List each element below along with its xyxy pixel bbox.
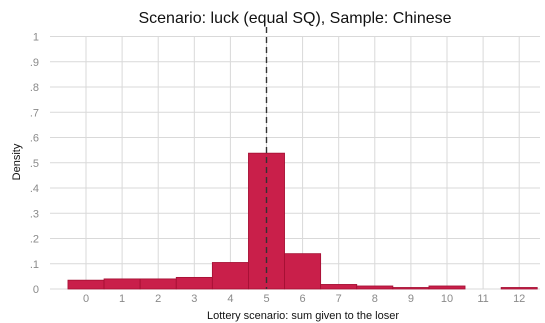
histogram-bar bbox=[392, 287, 430, 290]
histogram-bar bbox=[103, 278, 141, 290]
x-tick-label: 3 bbox=[191, 293, 197, 305]
x-tick-label: 1 bbox=[119, 293, 125, 305]
y-tick-label: .5 bbox=[30, 158, 39, 170]
histogram-bar bbox=[175, 276, 213, 290]
x-tick-label: 9 bbox=[408, 293, 414, 305]
x-tick-labels: 0 1 2 3 4 5 6 7 8 9 10 11 12 bbox=[83, 293, 525, 305]
histogram-bar bbox=[284, 253, 322, 290]
y-tick-label: .4 bbox=[30, 183, 39, 195]
y-tick-labels: 0 .1 .2 .3 .4 .5 .6 .7 .8 .9 1 bbox=[30, 32, 39, 297]
y-tick-label: .2 bbox=[30, 234, 39, 246]
y-axis-label: Density bbox=[11, 143, 23, 180]
x-tick-label: 7 bbox=[336, 293, 342, 305]
histogram-bar bbox=[320, 284, 358, 290]
y-tick-label: .8 bbox=[30, 82, 39, 94]
x-tick-label: 0 bbox=[83, 293, 89, 305]
chart-title: Scenario: luck (equal SQ), Sample: Chine… bbox=[138, 10, 451, 27]
x-tick-label: 2 bbox=[155, 293, 161, 305]
y-tick-label: .9 bbox=[30, 57, 39, 69]
y-tick-label: .6 bbox=[30, 133, 39, 145]
histogram-bar bbox=[500, 287, 538, 290]
y-tick-label: .7 bbox=[30, 107, 39, 119]
y-tick-label: .3 bbox=[30, 208, 39, 220]
x-tick-label: 12 bbox=[513, 293, 525, 305]
grid-layer bbox=[50, 36, 540, 290]
x-tick-label: 8 bbox=[372, 293, 378, 305]
x-tick-label: 5 bbox=[263, 293, 269, 305]
histogram-bar bbox=[139, 278, 177, 290]
x-axis-label: Lottery scenario: sum given to the loser bbox=[207, 310, 399, 322]
histogram-bar bbox=[211, 262, 249, 290]
y-tick-label: 1 bbox=[33, 32, 39, 44]
histogram-bar bbox=[67, 279, 105, 290]
x-tick-label: 6 bbox=[300, 293, 306, 305]
x-tick-label: 4 bbox=[227, 293, 233, 305]
histogram-bar bbox=[428, 285, 466, 290]
y-tick-label: 0 bbox=[33, 284, 39, 296]
x-tick-label: 11 bbox=[477, 293, 488, 305]
histogram-bar bbox=[356, 285, 394, 290]
y-tick-label: .1 bbox=[30, 259, 39, 271]
x-tick-label: 10 bbox=[441, 293, 453, 305]
